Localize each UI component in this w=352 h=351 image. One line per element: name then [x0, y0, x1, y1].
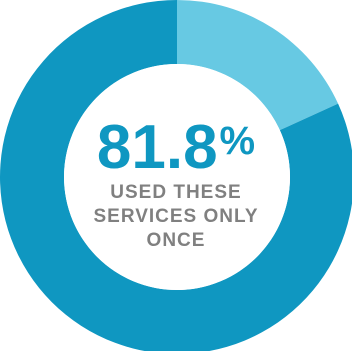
- caption-line-2: SERVICES ONLY: [93, 206, 259, 227]
- center-value: 81.8%: [76, 108, 276, 181]
- donut-hole: [64, 64, 290, 290]
- caption-line-3: ONCE: [146, 230, 206, 251]
- center-label: 81.8% USED THESE SERVICES ONLY ONCE: [76, 108, 276, 253]
- donut-slice-remainder: [177, 0, 339, 131]
- center-value-number: 81.8: [96, 113, 218, 182]
- caption-line-1: USED THESE: [110, 182, 242, 203]
- center-value-unit: %: [219, 119, 256, 163]
